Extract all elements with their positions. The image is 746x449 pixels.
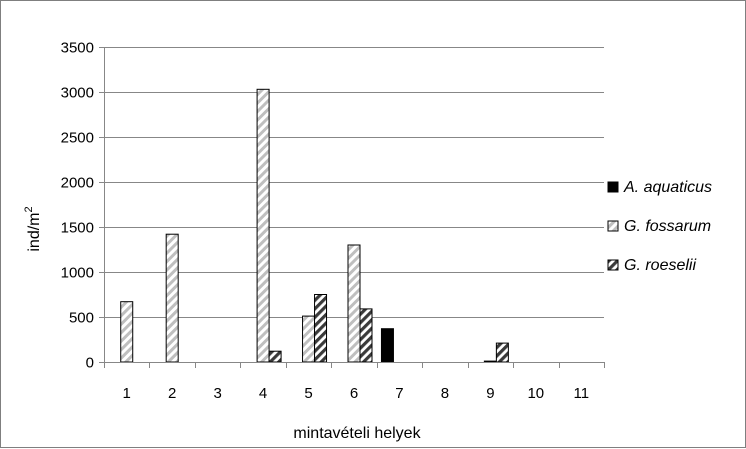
x-tick-label: 2 (168, 385, 176, 402)
legend-label-g-fossarum: G. fossarum (624, 218, 711, 235)
legend-swatch-g-fossarum (607, 220, 619, 232)
x-tick-label: 3 (213, 385, 221, 402)
x-tick-label: 1 (123, 385, 131, 402)
y-tick-label: 0 (86, 355, 94, 372)
y-tick-label: 2500 (61, 130, 94, 147)
x-tick-label: 5 (304, 385, 312, 402)
legend-swatch-g-roeselii (607, 259, 619, 271)
x-tick-label: 4 (259, 385, 267, 402)
y-tick-label: 1500 (61, 220, 94, 237)
x-tick-labels: 1 2 3 4 5 6 7 8 9 10 11 (123, 385, 590, 402)
y-tick-label: 1000 (61, 265, 94, 282)
x-tick-label: 7 (395, 385, 403, 402)
bar-g-fossarum-site-9 (483, 360, 497, 363)
legend-swatch-a-aquaticus (607, 181, 619, 193)
axes (99, 47, 605, 368)
x-axis-title: mintavételi helyek (293, 425, 421, 442)
bar-g-fossarum-site-5 (302, 315, 316, 363)
y-tick-label: 2000 (61, 175, 94, 192)
bar-g-roeselii-site-6 (359, 308, 373, 363)
bar-g-roeselii-site-9 (495, 342, 509, 363)
legend-label-g-roeselii: G. roeselii (624, 257, 696, 274)
bars (120, 88, 509, 363)
x-tick-label: 8 (441, 385, 449, 402)
y-axis-title-superscript: 2 (23, 206, 35, 212)
legend: A. aquaticus G. fossarum G. roeselii (607, 179, 712, 274)
bar-g-roeselii-site-5 (314, 294, 328, 363)
x-tick-label: 9 (486, 385, 494, 402)
bar-g-fossarum-site-4 (256, 88, 270, 363)
bar-g-fossarum-site-2 (165, 233, 179, 363)
y-tick-label: 3000 (61, 85, 94, 102)
legend-label-a-aquaticus: A. aquaticus (623, 179, 712, 196)
bar-g-fossarum-site-1 (120, 301, 134, 363)
x-tick-label: 11 (573, 385, 589, 402)
bar-g-fossarum-site-6 (347, 244, 361, 363)
x-tick-label: 6 (350, 385, 358, 402)
bar-g-roeselii-site-4 (268, 350, 282, 363)
y-tick-label: 500 (69, 310, 94, 327)
x-tick-label: 10 (527, 385, 544, 402)
y-tick-label: 3500 (61, 40, 94, 57)
y-axis-title: ind/m2 (23, 206, 43, 251)
gridlines (104, 47, 604, 318)
bar-a-aquaticus-site-7 (380, 328, 394, 363)
y-axis-title-text: ind/m (26, 213, 43, 252)
y-tick-labels: 0 500 1000 1500 2000 2500 3000 3500 (61, 40, 94, 372)
